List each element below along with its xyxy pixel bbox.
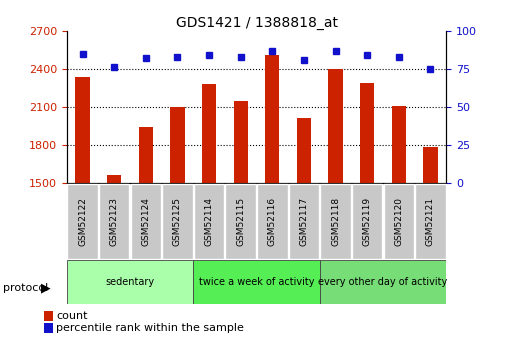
Text: GSM52123: GSM52123	[110, 197, 119, 246]
FancyBboxPatch shape	[162, 185, 192, 259]
Bar	[320, 260, 446, 304]
Bar	[202, 84, 216, 183]
Bar	[360, 83, 374, 183]
Title: GDS1421 / 1388818_at: GDS1421 / 1388818_at	[175, 16, 338, 30]
Bar	[265, 55, 280, 183]
Text: GSM52114: GSM52114	[205, 197, 213, 246]
FancyBboxPatch shape	[194, 185, 224, 259]
FancyBboxPatch shape	[99, 185, 129, 259]
FancyBboxPatch shape	[131, 185, 161, 259]
Text: GSM52119: GSM52119	[363, 197, 372, 246]
FancyBboxPatch shape	[416, 185, 446, 259]
Text: GSM52116: GSM52116	[268, 197, 277, 246]
Text: GSM52122: GSM52122	[78, 197, 87, 246]
Text: every other day of activity: every other day of activity	[319, 277, 448, 287]
Text: protocol: protocol	[3, 283, 48, 293]
Text: twice a week of activity: twice a week of activity	[199, 277, 314, 287]
Bar	[423, 147, 438, 183]
Text: GSM52124: GSM52124	[141, 197, 150, 246]
Text: GSM52125: GSM52125	[173, 197, 182, 246]
Text: GSM52118: GSM52118	[331, 197, 340, 246]
FancyBboxPatch shape	[257, 185, 287, 259]
FancyBboxPatch shape	[289, 185, 319, 259]
Text: ▶: ▶	[41, 282, 50, 295]
Text: count: count	[56, 311, 88, 321]
Bar	[139, 127, 153, 183]
Text: GSM52117: GSM52117	[300, 197, 308, 246]
Text: GSM52121: GSM52121	[426, 197, 435, 246]
Text: GSM52120: GSM52120	[394, 197, 403, 246]
Bar	[328, 69, 343, 183]
Bar	[75, 77, 90, 183]
Bar	[193, 260, 320, 304]
Bar	[107, 175, 121, 183]
Bar	[67, 260, 193, 304]
FancyBboxPatch shape	[352, 185, 382, 259]
FancyBboxPatch shape	[67, 185, 97, 259]
Bar	[170, 107, 185, 183]
FancyBboxPatch shape	[226, 185, 256, 259]
Text: GSM52115: GSM52115	[236, 197, 245, 246]
Bar	[392, 106, 406, 183]
Text: sedentary: sedentary	[105, 277, 154, 287]
Bar	[297, 118, 311, 183]
Bar	[233, 101, 248, 183]
FancyBboxPatch shape	[321, 185, 351, 259]
FancyBboxPatch shape	[384, 185, 414, 259]
Text: percentile rank within the sample: percentile rank within the sample	[56, 324, 244, 333]
